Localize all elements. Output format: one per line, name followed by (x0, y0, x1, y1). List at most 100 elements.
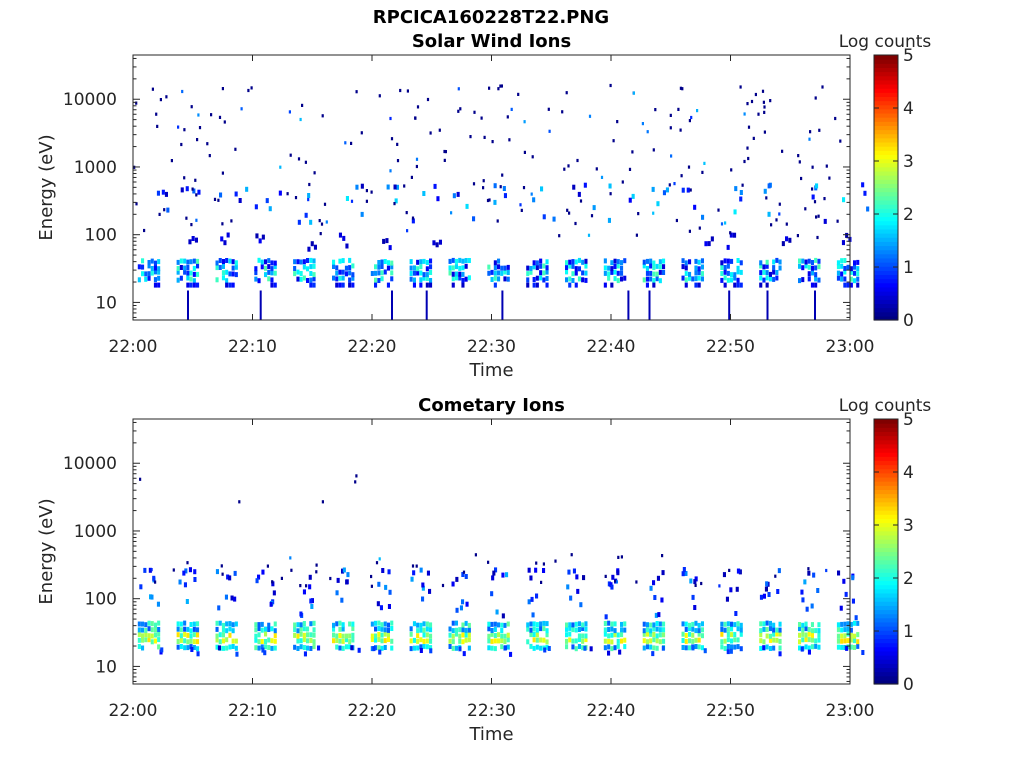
heatmap-cell (189, 638, 193, 644)
heatmap-cell (840, 633, 844, 639)
heatmap-cell (264, 272, 268, 278)
heatmap-cell (810, 622, 814, 628)
heatmap-cell (691, 645, 695, 651)
heatmap-cell (726, 621, 730, 627)
heatmap-cell (416, 622, 420, 628)
heatmap-cell (670, 154, 673, 158)
heatmap-cell (355, 90, 358, 94)
heatmap-cell (788, 237, 792, 243)
heatmap-cell (346, 572, 350, 578)
heatmap-cell (607, 271, 611, 277)
heatmap-cell (386, 627, 390, 633)
heatmap-cell (332, 264, 336, 269)
heatmap-cell (804, 621, 808, 627)
heatmap-cell (144, 637, 148, 643)
heatmap-cell (225, 282, 229, 288)
colorbar-segment (874, 125, 898, 131)
heatmap-cell (506, 632, 510, 638)
heatmap-cell (208, 154, 211, 158)
heatmap-cell (488, 86, 491, 90)
heatmap-cell (312, 632, 316, 638)
heatmap-cell (299, 644, 303, 650)
heatmap-cell (412, 282, 416, 288)
heatmap-cell (490, 638, 494, 644)
heatmap-cell (196, 138, 199, 142)
heatmap-cell (192, 621, 196, 627)
y-tick-label: 10 (95, 293, 117, 313)
colorbar-segment (874, 162, 898, 168)
heatmap-cell (370, 637, 374, 642)
heatmap-cell (451, 645, 455, 651)
panel-1-cells (133, 83, 870, 320)
heatmap-cell (335, 644, 339, 650)
heatmap-cell (189, 259, 193, 265)
heatmap-cell (499, 84, 502, 88)
heatmap-cell (228, 271, 232, 277)
heatmap-cell (720, 277, 724, 283)
heatmap-cell (804, 637, 808, 643)
colorbar-segment (874, 278, 898, 284)
heatmap-cell (189, 644, 193, 650)
heatmap-cell (390, 264, 394, 270)
heatmap-cell (697, 628, 701, 634)
heatmap-cell (778, 259, 782, 265)
heatmap-cell (235, 651, 239, 657)
heatmap-cell (665, 187, 669, 193)
heatmap-cell (157, 259, 161, 265)
heatmap-cell (425, 626, 429, 632)
heatmap-cell (856, 266, 860, 272)
colorbar-segment (874, 137, 898, 143)
heatmap-cell (348, 277, 352, 283)
heatmap-cell (335, 638, 339, 643)
heatmap-cell (425, 621, 429, 627)
heatmap-cell (501, 572, 505, 578)
heatmap-cell (181, 89, 184, 94)
heatmap-cell (811, 165, 814, 169)
heatmap-cell (526, 265, 530, 271)
heatmap-cell (768, 620, 772, 626)
heatmap-cell (186, 265, 190, 270)
heatmap-cell (686, 187, 690, 193)
heatmap-cell (137, 627, 141, 633)
heatmap-cell (387, 604, 391, 609)
heatmap-cell (461, 639, 465, 645)
colorbar-segment (874, 481, 898, 486)
colorbar-segment (874, 663, 898, 669)
heatmap-cell (215, 260, 219, 266)
heatmap-cell (443, 149, 446, 154)
heatmap-cell (338, 275, 342, 281)
heatmap-cell (483, 135, 486, 139)
heatmap-cell (620, 632, 624, 638)
heatmap-cell (461, 599, 465, 605)
heatmap-cell (726, 649, 730, 655)
heatmap-cell (179, 627, 183, 633)
heatmap-cell (684, 282, 688, 288)
heatmap-cell (506, 270, 510, 275)
heatmap-cell (561, 110, 564, 114)
heatmap-cell (157, 620, 161, 626)
heatmap-cell (542, 277, 546, 283)
heatmap-cell (462, 570, 466, 574)
heatmap-cell (270, 270, 274, 276)
heatmap-cell (684, 265, 688, 271)
heatmap-cell (681, 264, 685, 270)
heatmap-cell (233, 596, 237, 602)
heatmap-cell (302, 637, 306, 643)
heatmap-cell (635, 580, 638, 584)
heatmap-cell (608, 183, 612, 189)
heatmap-cell (221, 264, 225, 269)
heatmap-cell (299, 271, 303, 276)
heatmap-cell (688, 645, 692, 651)
colorbar-segment (874, 175, 898, 180)
heatmap-cell (164, 191, 168, 197)
heatmap-cell (849, 266, 853, 272)
heatmap-cell (723, 275, 727, 281)
heatmap-cell (649, 622, 653, 628)
heatmap-cell (503, 193, 507, 199)
heatmap-cell (801, 622, 805, 628)
heatmap-cell (192, 645, 196, 650)
heatmap-cell (312, 282, 316, 288)
heatmap-cell (772, 637, 776, 643)
heatmap-cell (344, 265, 348, 271)
heatmap-cell (814, 265, 818, 271)
